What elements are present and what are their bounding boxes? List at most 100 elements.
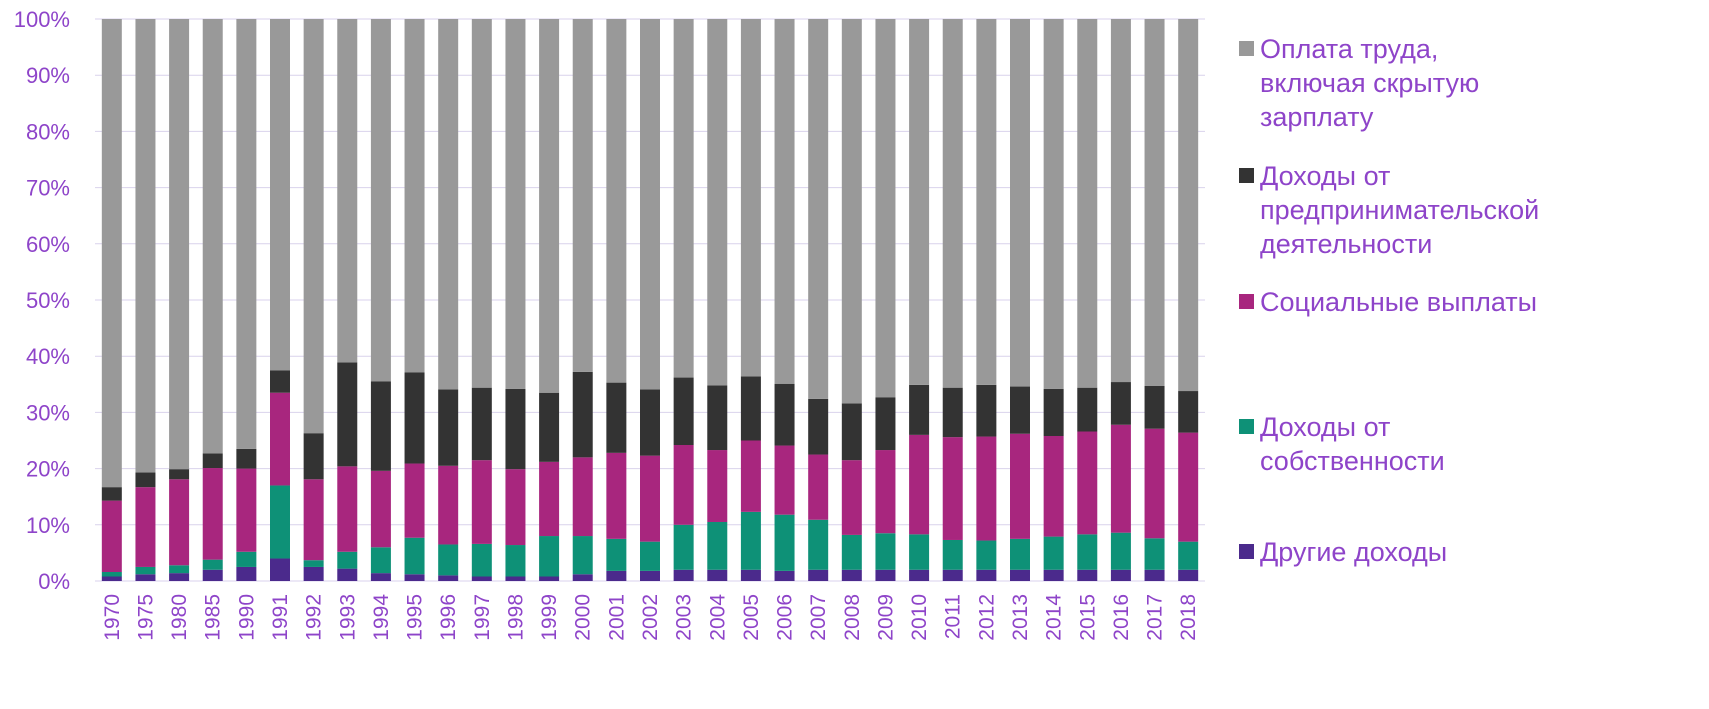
x-tick-label: 2003 (673, 594, 696, 641)
y-tick-label: 40% (26, 344, 70, 369)
bar-segment (909, 434, 930, 535)
bar-segment (707, 450, 728, 522)
legend-label: Другие доходы (1260, 537, 1447, 567)
x-tick-label: 2018 (1177, 594, 1200, 641)
y-tick-label: 70% (26, 176, 70, 201)
bar-segment (169, 19, 190, 470)
bar-segment (270, 370, 290, 393)
bar-segment (135, 19, 156, 473)
x-tick-label: 2014 (1043, 594, 1066, 641)
x-tick-label: 2005 (740, 594, 763, 641)
bar-segment (1144, 385, 1165, 429)
bar-segment (976, 569, 997, 581)
bar-segment (1043, 19, 1064, 389)
bar-segment (707, 569, 728, 581)
bar-segment (640, 389, 660, 456)
bar-segment (270, 392, 290, 486)
bar-segment (404, 537, 425, 575)
bar-segment (774, 570, 795, 581)
bar-segment (539, 19, 560, 393)
bar-segment (370, 547, 391, 574)
bar-segment (303, 433, 324, 480)
bar-segment (337, 466, 358, 552)
x-tick-label: 1996 (437, 594, 460, 641)
bar-segment (572, 536, 593, 575)
bar-segment (640, 455, 660, 542)
bar-segment (404, 574, 425, 581)
bar-segment (1077, 534, 1098, 570)
bar-segment (270, 558, 290, 581)
bar-segment (236, 551, 257, 567)
x-tick-label: 2009 (874, 594, 897, 641)
bar-segment (1010, 19, 1030, 387)
bar-segment (101, 572, 122, 577)
x-tick-label: 1999 (538, 594, 561, 641)
bar-segment (135, 574, 156, 581)
bar-segment (236, 448, 257, 469)
bar-segment (101, 19, 122, 488)
legend-label: Социальные выплаты (1260, 287, 1537, 317)
bar-segment (1110, 424, 1131, 533)
bar-segment (1010, 386, 1030, 434)
bar-segment (774, 514, 795, 571)
y-tick-label: 90% (26, 63, 70, 88)
bar-segment (303, 19, 324, 434)
bar-segment (976, 384, 997, 437)
x-tick-label: 1991 (269, 594, 292, 641)
bar-segment (1077, 19, 1098, 388)
bar-segment (370, 573, 391, 581)
bar-segment (841, 19, 862, 404)
bar-segment (1043, 569, 1064, 581)
bar-segment (337, 362, 358, 467)
x-tick-label: 2012 (975, 594, 998, 641)
bar-segment (270, 485, 290, 559)
bar-segment (202, 468, 223, 560)
bar-segment (505, 388, 526, 470)
bar-segment (673, 444, 694, 525)
bar-segment (1110, 19, 1131, 383)
x-tick-label: 2017 (1144, 594, 1167, 641)
bar-segment (236, 468, 257, 552)
bar-segment (1110, 532, 1131, 570)
bar-segment (707, 521, 728, 570)
x-tick-label: 1994 (370, 594, 393, 641)
bar-segment (841, 403, 862, 461)
bar-segment (1178, 541, 1199, 570)
y-tick-label: 50% (26, 288, 70, 313)
y-tick-label: 0% (38, 569, 70, 594)
bar-segment (505, 19, 526, 389)
x-tick-label: 1990 (235, 594, 258, 641)
bar-segment (808, 19, 829, 399)
bar-segment (1043, 436, 1064, 537)
bar-segment (976, 540, 997, 570)
bar-segment (1144, 428, 1165, 539)
legend-swatch (1239, 294, 1254, 309)
bar-segment (539, 536, 560, 577)
bar-segment (774, 383, 795, 446)
bar-segment (808, 398, 829, 455)
y-tick-label: 80% (26, 119, 70, 144)
bar-segment (471, 387, 492, 461)
bar-segment (942, 387, 963, 438)
bar-segment (438, 544, 459, 576)
bar-segment (1010, 569, 1030, 581)
bar-segment (909, 384, 930, 435)
bar-segment (572, 371, 593, 458)
y-tick-label: 60% (26, 232, 70, 257)
bar-segment (169, 573, 190, 581)
bar-segment (202, 19, 223, 454)
bar-segment (101, 487, 122, 501)
bar-segment (438, 389, 459, 466)
bar-segment (1043, 388, 1064, 437)
legend-swatch (1239, 544, 1254, 559)
legend-swatch (1239, 168, 1254, 183)
bar-segment (909, 19, 930, 385)
bar-segment (404, 463, 425, 538)
bar-segment (539, 576, 560, 581)
bar-segment (1144, 538, 1165, 570)
x-tick-label: 2008 (841, 594, 864, 641)
bar-segment (337, 568, 358, 581)
bar-segment (774, 445, 795, 515)
x-axis: 1970 1975 1980 1985 1990 1991 1992 1993 1994 1995… (101, 594, 1200, 641)
